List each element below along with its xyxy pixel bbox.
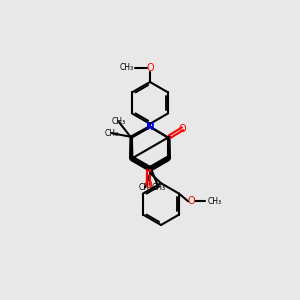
Text: O: O — [146, 63, 154, 73]
Text: O: O — [179, 124, 187, 134]
Text: CH₃: CH₃ — [152, 183, 166, 192]
Text: CH₃: CH₃ — [105, 129, 119, 138]
Text: O: O — [144, 180, 152, 190]
Text: CH₃: CH₃ — [138, 183, 152, 192]
Text: CH₃: CH₃ — [207, 197, 222, 206]
Text: CH₃: CH₃ — [112, 118, 126, 127]
Text: CH₃: CH₃ — [119, 63, 134, 72]
Text: N: N — [146, 122, 154, 132]
Text: O: O — [188, 196, 195, 206]
